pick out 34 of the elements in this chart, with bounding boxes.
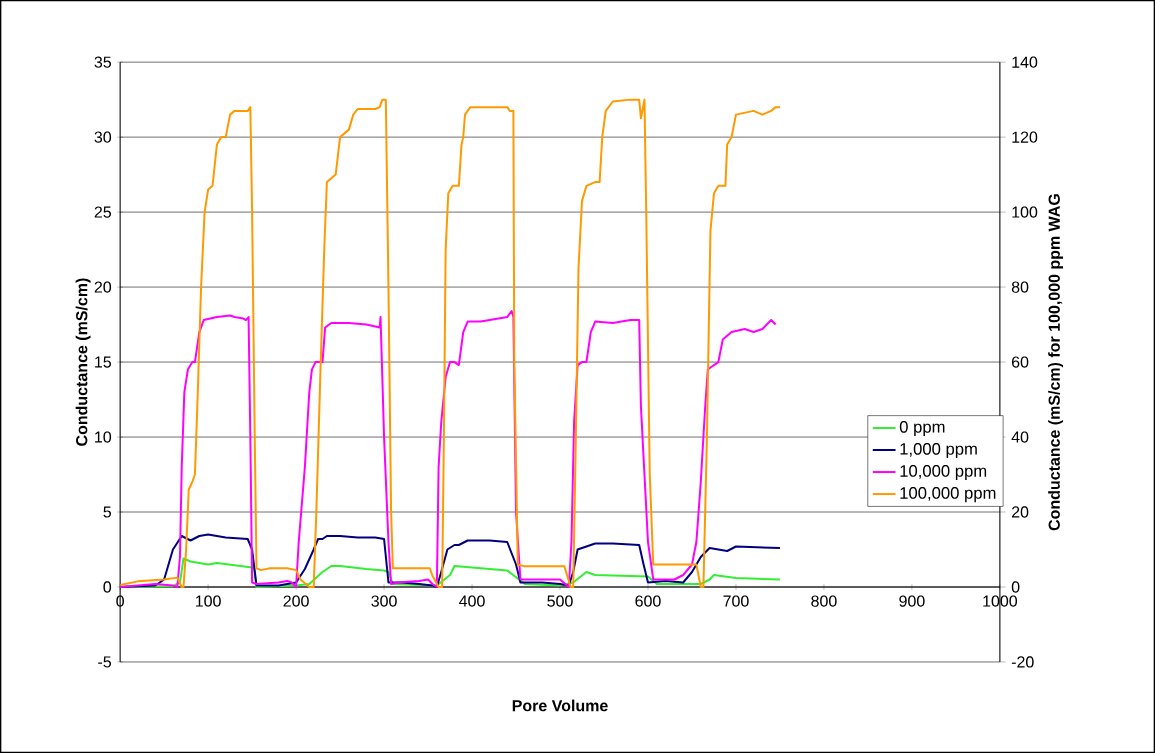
y2-tick-label: 140 bbox=[1012, 56, 1038, 68]
x-tick-label: 300 bbox=[371, 595, 397, 607]
y2-tick-label: 40 bbox=[1011, 431, 1029, 443]
y-tick-label: 30 bbox=[94, 131, 112, 143]
y-tick-label: 10 bbox=[95, 431, 112, 443]
y-tick-label: 35 bbox=[94, 56, 112, 68]
x-tick-label: 500 bbox=[547, 595, 573, 607]
y2-axis-title: Conductance (mS/cm) for 100,000 ppm WAG bbox=[1048, 194, 1064, 531]
y2-tick-label: 60 bbox=[1011, 356, 1029, 368]
x-tick-label: 700 bbox=[723, 595, 749, 607]
x-tick-label: 600 bbox=[635, 595, 661, 607]
y-tick-label: 20 bbox=[94, 281, 112, 293]
y2-tick-label: 120 bbox=[1012, 131, 1038, 143]
legend-label: 100,000 ppm bbox=[900, 487, 996, 503]
y-tick-label: 15 bbox=[95, 356, 112, 368]
legend-label: 0 ppm bbox=[899, 420, 945, 436]
y-tick-label: -5 bbox=[98, 656, 112, 668]
x-tick-label: 400 bbox=[459, 595, 485, 607]
y2-tick-label: 100 bbox=[1012, 206, 1038, 218]
x-tick-label: 100 bbox=[195, 595, 221, 607]
legend-label: 1,000 ppm bbox=[900, 442, 977, 459]
x-tick-label: 200 bbox=[283, 595, 309, 607]
x-tick-label: 900 bbox=[899, 595, 925, 607]
y-tick-label: 25 bbox=[94, 206, 112, 218]
y-tick-label: 0 bbox=[103, 581, 112, 593]
y2-tick-label: -20 bbox=[1011, 656, 1034, 668]
y2-tick-label: 80 bbox=[1011, 281, 1029, 293]
y2-tick-label: 0 bbox=[1011, 581, 1020, 593]
y-tick-label: 5 bbox=[103, 506, 112, 518]
x-tick-label: 800 bbox=[811, 595, 837, 607]
legend-label: 10,000 ppm bbox=[900, 464, 987, 481]
y2-tick-label: 20 bbox=[1011, 506, 1029, 518]
x-axis-title: Pore Volume bbox=[512, 699, 608, 712]
y-axis-title: Conductance (mS/cm) bbox=[75, 278, 91, 446]
